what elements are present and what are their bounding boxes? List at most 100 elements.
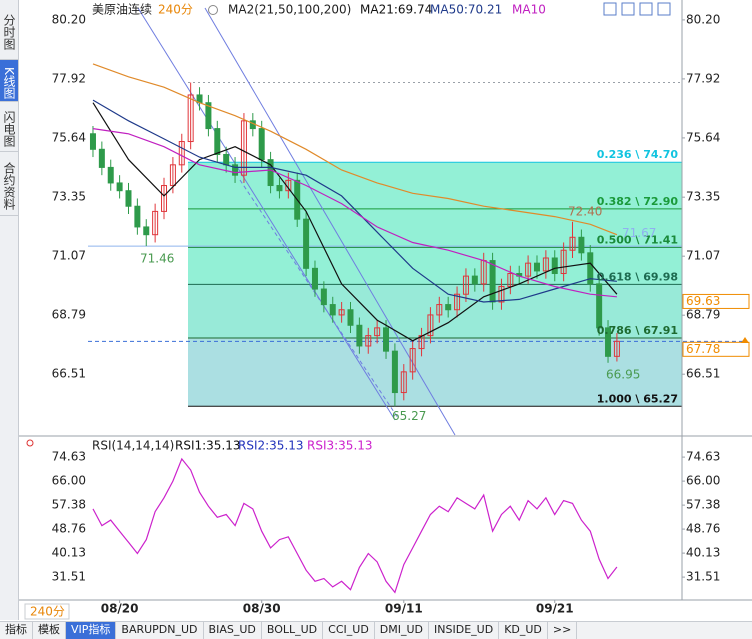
- icon[interactable]: [657, 2, 671, 16]
- candle-body: [436, 304, 443, 316]
- candle-body: [533, 262, 540, 272]
- candle-body: [116, 182, 123, 192]
- y-tick-label: 66.00: [686, 474, 720, 488]
- candle-body: [125, 190, 132, 207]
- legend-entry: RSI2:35.13: [238, 439, 304, 453]
- price-annotation: 65.27: [392, 409, 426, 423]
- price-annotation: 72.40: [568, 204, 602, 218]
- price-tag-box: [682, 293, 750, 309]
- indicator-tab[interactable]: 指标: [0, 622, 33, 639]
- ma-line: [92, 128, 617, 298]
- chart: 80.20 80.20 77.92 77.92 75.64 75.64 73.35 73.35…: [18, 0, 752, 620]
- legend-entry: MA10: [512, 3, 546, 17]
- price-tag: 67.78: [686, 342, 720, 356]
- indicator-tab[interactable]: >>: [548, 622, 578, 639]
- candle-body: [240, 120, 247, 176]
- candle-body: [258, 128, 265, 161]
- y-tick-label: 40.13: [52, 546, 86, 560]
- candle-body: [560, 249, 567, 275]
- candle-body: [98, 148, 105, 168]
- labels: 80.20 80.20 77.92 77.92 75.64 75.64 73.35 73.35…: [52, 3, 750, 616]
- period-button-label[interactable]: 240分: [30, 605, 65, 619]
- icon[interactable]: [639, 2, 653, 16]
- price-tag-box: [682, 341, 750, 357]
- candle-body: [187, 94, 194, 143]
- legend-entry: MA50:70.21: [430, 3, 502, 17]
- candle-body: [374, 327, 381, 337]
- icon[interactable]: [603, 2, 617, 16]
- candle-body: [107, 166, 114, 184]
- x-tick-label: 09/11: [385, 602, 423, 616]
- sidebar-tab[interactable]: 合约资料: [0, 152, 18, 216]
- indicator-tab[interactable]: VIP指标: [66, 622, 117, 639]
- candle-body: [89, 133, 96, 150]
- y-tick-label: 31.51: [52, 570, 86, 584]
- y-tick-label: 71.07: [686, 249, 720, 263]
- price-annotation: 71.67: [622, 226, 656, 240]
- sidebar-tab[interactable]: K线图: [0, 60, 18, 102]
- ma-line: [92, 99, 617, 303]
- candle-body: [551, 257, 558, 275]
- candle-body: [525, 262, 532, 277]
- candle-body: [169, 164, 176, 187]
- y-tick-label: 75.64: [52, 130, 86, 144]
- candle-body: [143, 226, 150, 236]
- ma-line: [92, 102, 618, 342]
- y-tick-label: 80.20: [686, 12, 720, 26]
- candle-body: [445, 304, 452, 311]
- price-arrow: [741, 337, 749, 343]
- y-tick-label: 57.38: [686, 498, 720, 512]
- settings-icon[interactable]: [26, 439, 34, 447]
- indicator-tab[interactable]: BIAS_UD: [204, 622, 262, 639]
- legend-entry: RSI3:35.13: [307, 439, 373, 453]
- candle-body: [542, 257, 549, 272]
- candle-body: [409, 348, 416, 373]
- period[interactable]: 240分: [158, 3, 193, 17]
- candle-body: [178, 141, 185, 166]
- fib-band: [188, 337, 682, 407]
- indicator-tab[interactable]: CCI_UD: [323, 622, 375, 639]
- y-tick-label: 75.64: [686, 130, 720, 144]
- candle-body: [578, 236, 585, 254]
- indicator-tab[interactable]: 模板: [33, 622, 66, 639]
- y-tick-label: 31.51: [686, 570, 720, 584]
- y-tick-label: 74.63: [686, 450, 720, 464]
- candle-body: [152, 210, 159, 236]
- add-icon[interactable]: [208, 5, 218, 15]
- indicator-tab[interactable]: INSIDE_UD: [429, 622, 500, 639]
- candle-body: [161, 185, 168, 212]
- candle-body: [400, 371, 407, 394]
- indicator-tab[interactable]: DMI_UD: [375, 622, 430, 639]
- indicator-tab[interactable]: KD_UD: [499, 622, 548, 639]
- icon[interactable]: [621, 2, 635, 16]
- candle-body: [276, 185, 283, 192]
- sidebar-tab[interactable]: 闪电图: [0, 102, 18, 152]
- y-tick-label: 48.76: [686, 522, 720, 536]
- indicator-tab[interactable]: BARUPDN_UD: [116, 622, 204, 639]
- y-tick-label: 40.13: [686, 546, 720, 560]
- candle-body: [454, 293, 461, 311]
- indicator-tab[interactable]: BOLL_UD: [262, 622, 324, 639]
- price-annotation: 66.95: [606, 367, 640, 381]
- marks: [89, 63, 620, 594]
- candle-body: [613, 340, 620, 357]
- ma-line: [92, 63, 618, 236]
- candle-body: [232, 164, 239, 176]
- candle-body: [391, 350, 398, 394]
- indicator-tabs: 指标 模板 VIP指标 BARUPDN_UD BIAS_UD BOLL_UD CCI_UD D…: [0, 621, 752, 639]
- candle-body: [498, 285, 505, 303]
- candle-body: [507, 273, 514, 287]
- period-button[interactable]: [24, 603, 70, 620]
- candle-body: [303, 218, 310, 269]
- y-tick-label: 66.51: [52, 367, 86, 381]
- toolbar-icons: [603, 2, 671, 16]
- y-tick-label: 80.20: [52, 12, 86, 26]
- candle-body: [134, 205, 141, 228]
- indicator: MA2(21,50,100,200): [228, 3, 351, 17]
- y-tick-label: 73.35: [686, 190, 720, 204]
- trend-line: [204, 7, 456, 436]
- y-tick-label: 73.35: [52, 190, 86, 204]
- candle-body: [338, 309, 345, 316]
- sidebar-tab[interactable]: 分时图: [0, 0, 18, 60]
